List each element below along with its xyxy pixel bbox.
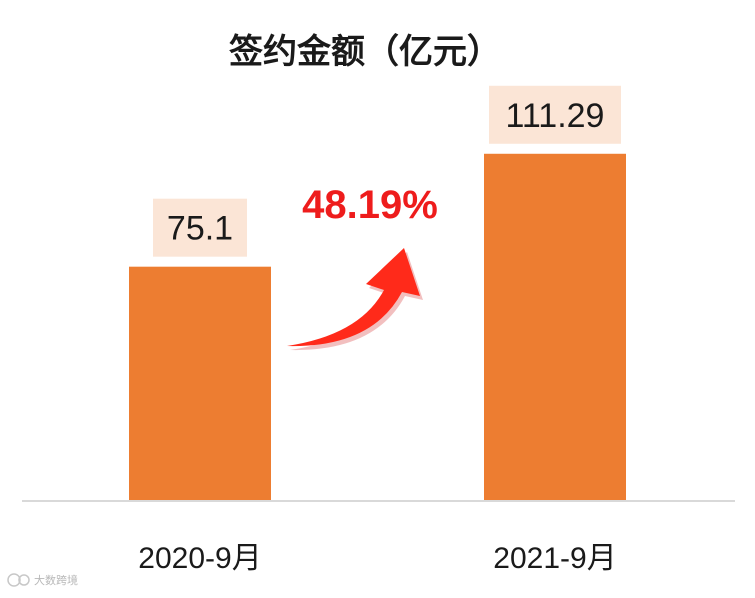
data-label-bg-1: [153, 198, 247, 257]
chart-title: 签约金额（亿元）: [229, 32, 501, 72]
x-tick-label-2: 2021-9月: [493, 542, 616, 575]
data-label-2: 111.29: [506, 97, 605, 135]
growth-arrow: [287, 248, 423, 351]
watermark-logo-icon: [7, 573, 21, 587]
bar-1: [129, 266, 271, 501]
x-tick-label-1: 2020-9月: [138, 542, 261, 575]
data-label-1: 75.1: [167, 210, 233, 248]
bar-2: [484, 153, 626, 501]
watermark-logo-icon-2: [18, 574, 30, 586]
bars-layer: 75.1 2020-9月 111.29 2021-9月: [129, 85, 626, 575]
watermark: 大数跨境: [7, 573, 78, 587]
growth-label: 48.19%: [302, 183, 438, 227]
watermark-text: 大数跨境: [34, 573, 78, 587]
data-label-bg-2: [489, 85, 621, 144]
growth-arrow-icon: [287, 248, 420, 347]
